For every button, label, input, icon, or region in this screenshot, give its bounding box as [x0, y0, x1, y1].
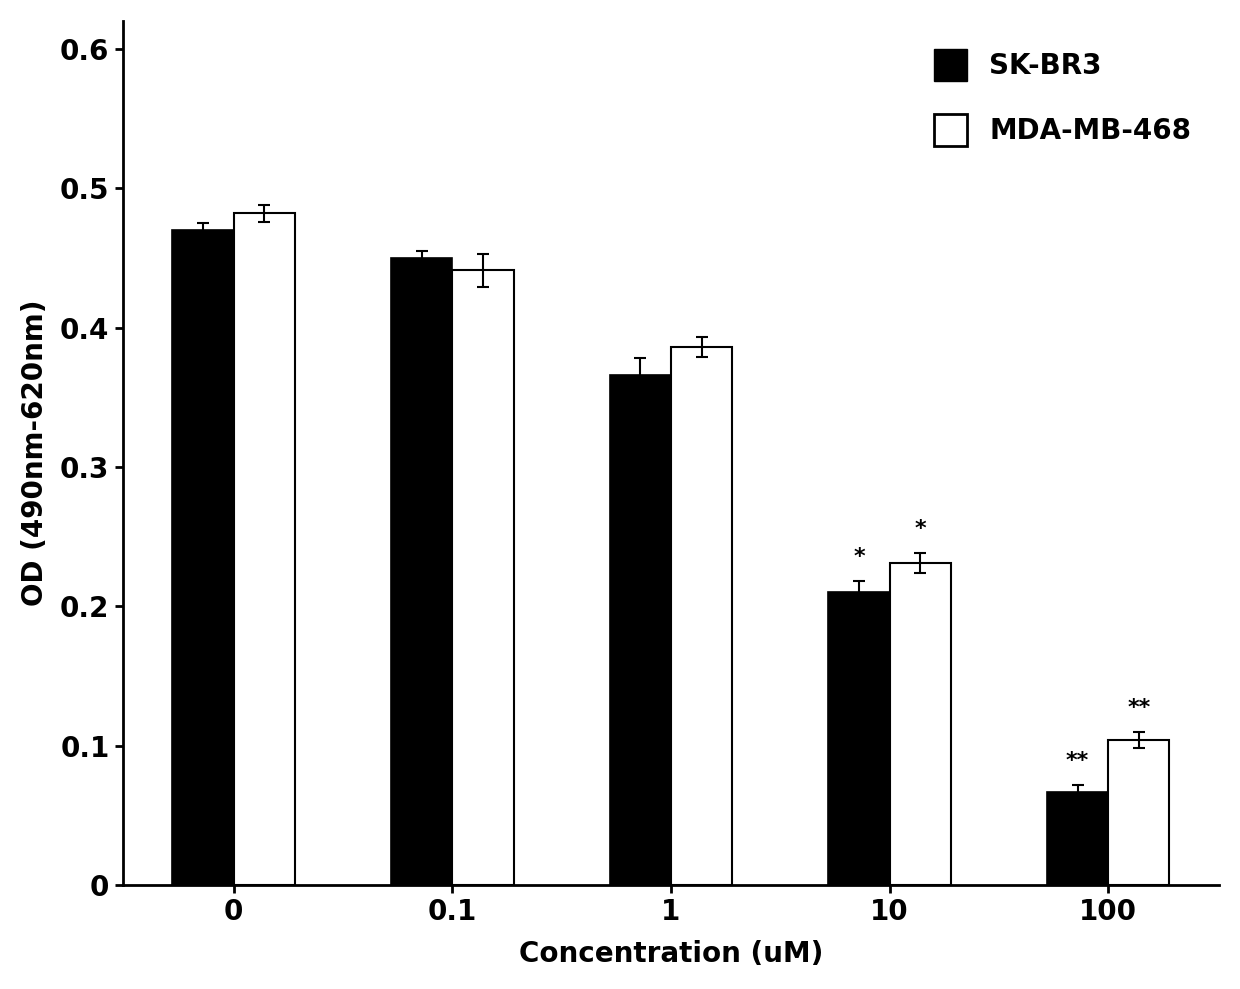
Y-axis label: OD (490nm-620nm): OD (490nm-620nm)	[21, 300, 48, 606]
X-axis label: Concentration (uM): Concentration (uM)	[518, 941, 823, 968]
Bar	[1047, 791, 1109, 885]
Bar	[671, 347, 732, 885]
Bar	[610, 375, 671, 885]
Bar	[453, 270, 513, 885]
Text: *: *	[914, 519, 926, 539]
Bar	[889, 563, 951, 885]
Bar	[828, 592, 889, 885]
Text: **: **	[1066, 751, 1089, 770]
Text: **: **	[1127, 698, 1151, 718]
Bar	[1109, 740, 1169, 885]
Text: *: *	[853, 547, 864, 568]
Bar	[391, 258, 453, 885]
Legend: SK-BR3, MDA-MB-468: SK-BR3, MDA-MB-468	[920, 35, 1205, 160]
Bar	[233, 214, 295, 885]
Bar	[172, 229, 233, 885]
